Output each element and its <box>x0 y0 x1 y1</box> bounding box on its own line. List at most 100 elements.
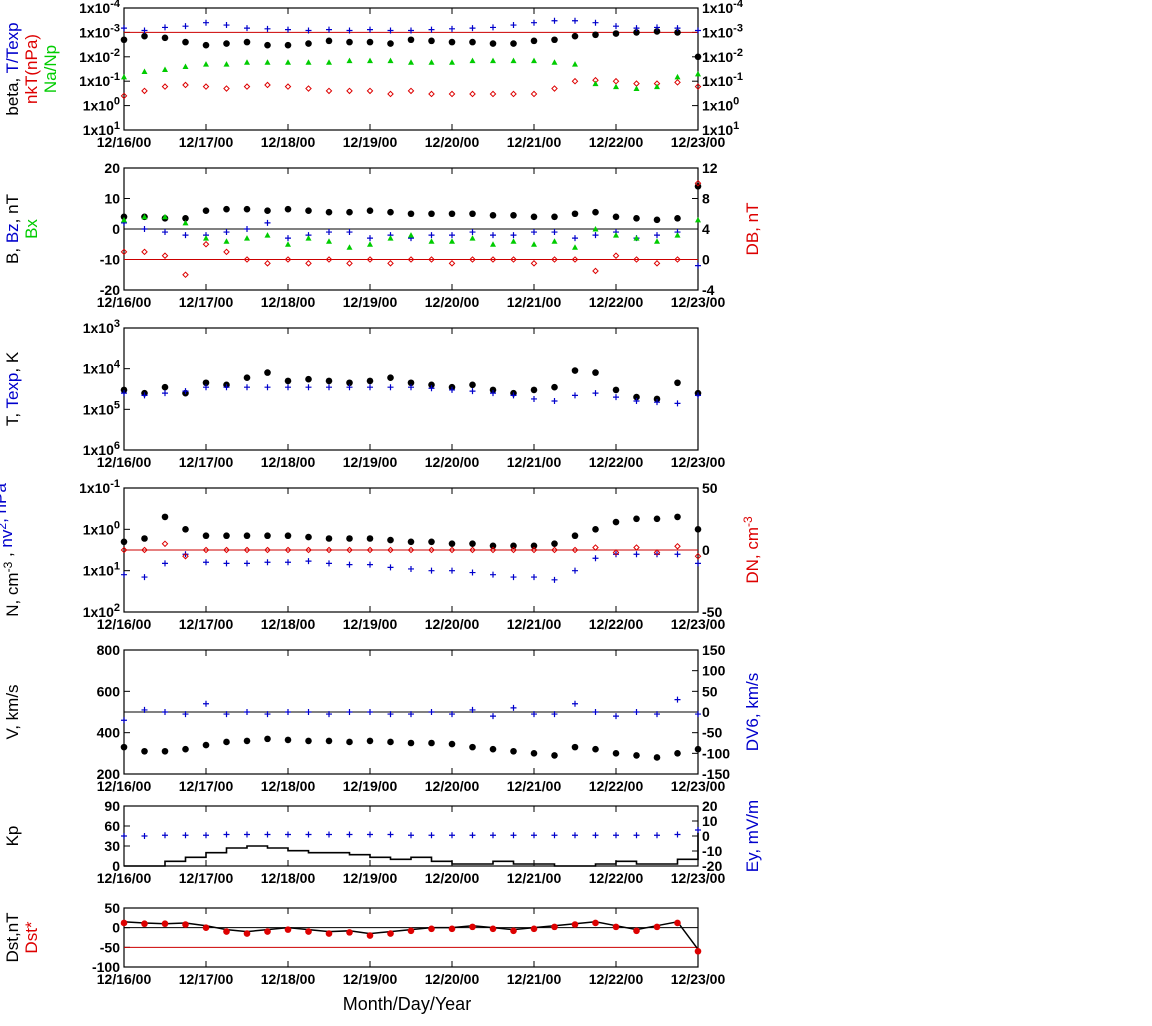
data-point <box>346 57 353 64</box>
data-point <box>387 374 394 381</box>
data-point <box>694 526 702 533</box>
data-point <box>674 29 681 36</box>
data-point <box>161 252 169 259</box>
data-point <box>285 384 291 391</box>
series-nkt-npa- <box>120 76 702 100</box>
data-point <box>653 260 661 267</box>
x-tick-label: 12/20/00 <box>425 778 480 794</box>
data-point <box>551 229 558 236</box>
data-point <box>490 24 496 31</box>
data-point <box>223 85 230 92</box>
x-tick-label: 12/17/00 <box>179 294 234 310</box>
data-point <box>428 210 435 218</box>
right-y-tick-label: -20 <box>702 858 722 874</box>
data-point <box>530 925 538 933</box>
data-point <box>162 390 168 397</box>
data-point <box>510 90 517 98</box>
data-point <box>223 928 230 935</box>
data-point <box>243 205 251 213</box>
data-point <box>202 532 210 540</box>
data-point <box>121 717 127 724</box>
data-point <box>305 558 312 565</box>
data-point <box>120 213 128 221</box>
data-point <box>592 745 599 753</box>
data-point <box>346 709 353 715</box>
data-point <box>490 390 496 397</box>
data-point <box>674 25 681 32</box>
data-point <box>510 574 517 581</box>
data-point <box>182 232 189 239</box>
data-point <box>407 87 415 95</box>
data-point <box>305 546 312 554</box>
data-point <box>694 745 702 753</box>
x-tick-label: 12/16/00 <box>97 134 152 150</box>
right-y-tick-label: 1x101 <box>702 120 739 138</box>
series-beta <box>120 28 702 61</box>
data-point <box>325 930 333 937</box>
data-point <box>367 709 373 715</box>
data-point <box>469 923 476 931</box>
data-point <box>531 832 537 839</box>
data-point <box>469 38 476 46</box>
data-point <box>120 743 128 751</box>
data-point <box>264 260 271 267</box>
data-point <box>161 83 169 90</box>
data-point <box>366 377 374 385</box>
x-axis-title: Month/Day/Year <box>343 994 471 1014</box>
data-point <box>325 737 333 745</box>
data-point <box>141 546 148 554</box>
right-y-tick-label: 0 <box>702 252 710 268</box>
data-point <box>448 540 456 547</box>
data-point <box>674 750 681 757</box>
data-point <box>469 381 476 389</box>
data-point <box>469 210 476 218</box>
data-point <box>284 377 292 385</box>
data-point <box>695 827 701 833</box>
kp-step-line <box>124 832 699 867</box>
data-point <box>510 256 517 263</box>
data-point <box>613 232 619 238</box>
data-point <box>695 70 701 77</box>
right-y-tick-label: 100 <box>702 663 726 679</box>
x-tick-label: 12/20/00 <box>425 454 480 470</box>
x-tick-label: 12/21/00 <box>507 971 562 987</box>
data-point <box>305 235 312 241</box>
data-point <box>387 235 394 241</box>
data-point <box>489 256 497 263</box>
panel-plasma-beta: 12/16/00 12/17/00 12/18/00 12/19/00 12/20/00… <box>3 0 744 150</box>
data-point <box>530 750 538 757</box>
data-point <box>530 542 538 550</box>
data-point <box>592 267 599 275</box>
x-tick-label: 12/16/00 <box>97 778 152 794</box>
right-y-tick-label: 10 <box>702 813 718 829</box>
data-point <box>633 398 640 405</box>
data-point <box>346 260 353 267</box>
data-point <box>510 22 517 29</box>
data-point <box>326 831 332 838</box>
data-point <box>469 235 476 241</box>
data-point <box>202 379 210 387</box>
data-point <box>141 833 148 839</box>
data-point <box>571 32 579 40</box>
data-point <box>551 832 558 839</box>
x-tick-label: 12/19/00 <box>343 971 398 987</box>
series-v <box>120 735 702 761</box>
data-point <box>202 207 210 214</box>
data-point <box>428 59 435 65</box>
data-point <box>264 831 271 838</box>
data-point <box>592 919 599 927</box>
data-point <box>141 706 148 713</box>
x-tick-label: 12/20/00 <box>425 294 480 310</box>
y-tick-label: 1x100 <box>83 96 120 114</box>
data-point <box>223 61 230 67</box>
data-point <box>572 392 578 399</box>
data-point <box>489 40 497 47</box>
data-point <box>223 738 230 746</box>
series-nv2 <box>121 551 701 583</box>
data-point <box>325 87 333 95</box>
y-tick-label: 0 <box>112 221 120 237</box>
data-point <box>203 235 209 241</box>
data-point <box>613 832 619 839</box>
data-point <box>120 546 128 554</box>
panel-kp-index: 12/16/00 12/17/00 12/18/00 12/19/00 12/20/00… <box>3 798 762 886</box>
